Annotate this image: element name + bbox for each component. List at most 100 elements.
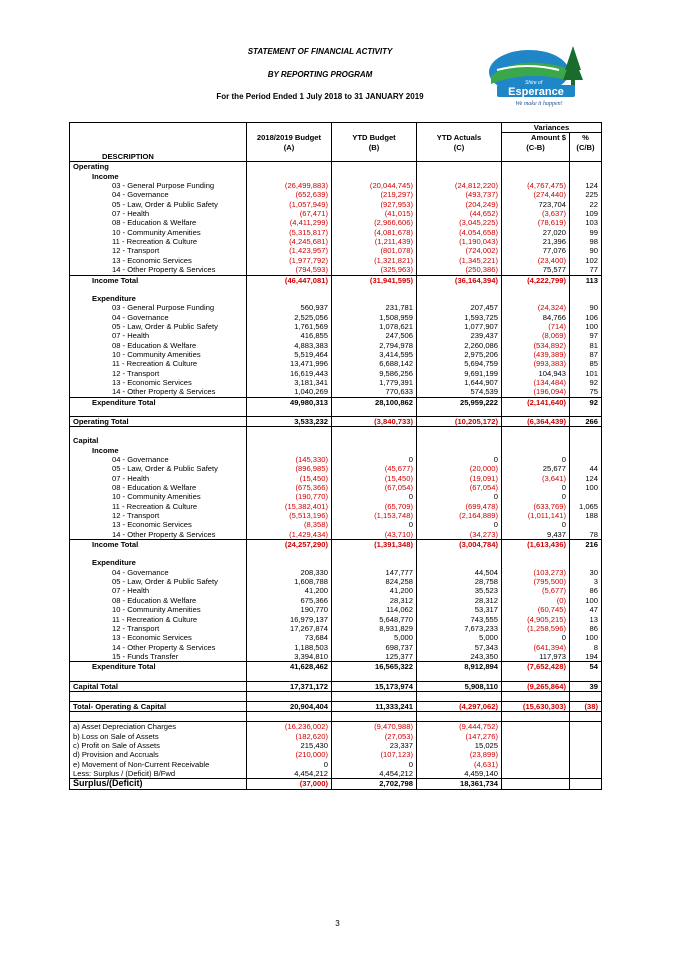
cell-ytd-actuals: 243,350 xyxy=(416,651,502,662)
cell-variance-pct xyxy=(569,768,602,779)
row-label xyxy=(69,691,247,702)
row-label: Expenditure xyxy=(69,558,247,568)
cell-variance-pct xyxy=(569,691,602,702)
cell-variance-pct: 86 xyxy=(569,586,602,596)
cell-ytd-actuals: 25,959,222 xyxy=(416,396,502,407)
cell-variance-pct: 124 xyxy=(569,181,602,191)
cell-budget: 16,619,443 xyxy=(246,368,332,378)
cell-budget: 1,188,503 xyxy=(246,642,332,652)
cell-ytd-actuals: 0 xyxy=(416,492,502,502)
cell-ytd-actuals: 8,912,894 xyxy=(416,661,502,672)
cell-budget: (675,366) xyxy=(246,483,332,493)
cell-variance-pct: 44 xyxy=(569,464,602,474)
cell-ytd-budget: 2,794,978 xyxy=(331,340,417,350)
cell-variance-amount: 0 xyxy=(501,520,570,530)
row-label: 11 - Recreation & Culture xyxy=(69,359,247,369)
row-label: Income Total xyxy=(69,539,247,550)
table-row: a) Asset Depreciation Charges (16,236,002… xyxy=(69,721,602,732)
cell-ytd-budget: (41,015) xyxy=(331,209,417,219)
table-row: 04 - Governance 2,525,056 1,508,959 1,593,7… xyxy=(69,312,602,322)
row-label: 10 - Community Amenities xyxy=(69,492,247,502)
cell-variance-amount xyxy=(501,406,570,417)
cell-variance-amount: (24,324) xyxy=(501,303,570,313)
cell-ytd-actuals: (10,205,172) xyxy=(416,415,502,428)
cell-variance-amount: 75,577 xyxy=(501,265,570,275)
cell-ytd-actuals xyxy=(416,445,502,455)
esperance-shire-logo: Shire of Esperance We make it happen! xyxy=(487,40,592,108)
cell-variance-amount xyxy=(501,691,570,702)
row-label: Capital xyxy=(69,436,247,446)
table-body: Operating Income 03 - General Purpose Fund… xyxy=(69,161,602,790)
cell-variance-pct xyxy=(569,549,602,559)
table-row: 13 - Economic Services 3,181,341 1,779,391… xyxy=(69,377,602,388)
cell-variance-pct: 22 xyxy=(569,199,602,210)
cell-variance-amount: (1,613,436) xyxy=(501,539,570,550)
cell-variance-pct xyxy=(569,711,602,722)
row-label: 13 - Economic Services xyxy=(69,633,247,643)
svg-text:Shire of: Shire of xyxy=(525,80,543,86)
cell-ytd-actuals: (4,297,062) xyxy=(416,700,502,713)
cell-ytd-budget: 23,337 xyxy=(331,740,417,751)
cell-variance-pct: 225 xyxy=(569,190,602,200)
cell-ytd-actuals: 15,025 xyxy=(416,740,502,751)
table-row: 08 - Education & Welfare (4,411,299) (2,96… xyxy=(69,218,602,228)
cell-ytd-budget: (927,953) xyxy=(331,199,417,210)
row-label: 05 - Law, Order & Public Safety xyxy=(69,464,247,474)
cell-budget: (145,330) xyxy=(246,455,332,465)
cell-variance-amount xyxy=(501,171,570,182)
row-label: 08 - Education & Welfare xyxy=(69,218,247,228)
cell-ytd-budget: (1,153,748) xyxy=(331,511,417,521)
row-label: Income xyxy=(69,445,247,455)
cell-variance-amount: (78,619) xyxy=(501,218,570,228)
cell-budget: 190,770 xyxy=(246,605,332,615)
cell-variance-pct xyxy=(569,436,602,446)
cell-ytd-actuals xyxy=(416,406,502,417)
row-label: 07 - Health xyxy=(69,586,247,596)
cell-variance-amount xyxy=(501,445,570,455)
cell-ytd-actuals xyxy=(416,293,502,304)
page-number: 3 xyxy=(335,919,340,928)
cell-variance-pct: 102 xyxy=(569,255,602,266)
ytd-budget-header: YTD Budget xyxy=(331,132,417,143)
cell-ytd-budget: 0 xyxy=(331,492,417,502)
report-title: STATEMENT OF FINANCIAL ACTIVITY xyxy=(247,47,393,56)
row-label: Operating xyxy=(69,161,247,172)
row-label: 03 - General Purpose Funding xyxy=(69,181,247,191)
cell-ytd-budget: 16,565,322 xyxy=(331,661,417,672)
ytd-actuals-header: YTD Actuals xyxy=(416,132,502,143)
cell-budget: (794,593) xyxy=(246,265,332,275)
row-label: 05 - Law, Order & Public Safety xyxy=(69,321,247,332)
row-label: 11 - Recreation & Culture xyxy=(69,237,247,247)
cell-variance-pct xyxy=(569,284,602,294)
cell-variance-pct xyxy=(569,740,602,751)
cell-variance-amount: 0 xyxy=(501,455,570,465)
cell-budget xyxy=(246,691,332,702)
ytd-actuals-sub-header: (C) xyxy=(416,142,502,153)
cell-variance-amount: (641,394) xyxy=(501,642,570,652)
cell-budget xyxy=(246,671,332,682)
cell-ytd-budget: 0 xyxy=(331,455,417,465)
cell-ytd-actuals xyxy=(416,436,502,446)
row-label: 13 - Economic Services xyxy=(69,255,247,266)
cell-ytd-budget: (65,709) xyxy=(331,501,417,512)
cell-budget: 4,454,212 xyxy=(246,768,332,779)
cell-variance-amount xyxy=(501,731,570,741)
row-label: 10 - Community Amenities xyxy=(69,349,247,360)
cell-budget: (4,411,299) xyxy=(246,218,332,228)
cell-ytd-budget: 1,779,391 xyxy=(331,377,417,388)
cell-ytd-actuals: 0 xyxy=(416,455,502,465)
cell-budget: (1,429,434) xyxy=(246,529,332,540)
cell-ytd-budget: (43,710) xyxy=(331,529,417,540)
cell-budget: 41,200 xyxy=(246,586,332,596)
cell-variance-amount: 104,943 xyxy=(501,368,570,378)
cell-ytd-actuals xyxy=(416,426,502,437)
pct-header: % xyxy=(569,132,602,143)
cell-ytd-budget: (107,123) xyxy=(331,750,417,760)
cell-ytd-budget: (3,840,733) xyxy=(331,415,417,428)
cell-variance-amount: (15,630,303) xyxy=(501,700,570,713)
row-label: Expenditure Total xyxy=(69,661,247,672)
cell-ytd-actuals: 57,343 xyxy=(416,642,502,652)
cell-ytd-actuals xyxy=(416,549,502,559)
blank-row xyxy=(69,426,602,437)
cell-variance-amount: 723,704 xyxy=(501,199,570,210)
